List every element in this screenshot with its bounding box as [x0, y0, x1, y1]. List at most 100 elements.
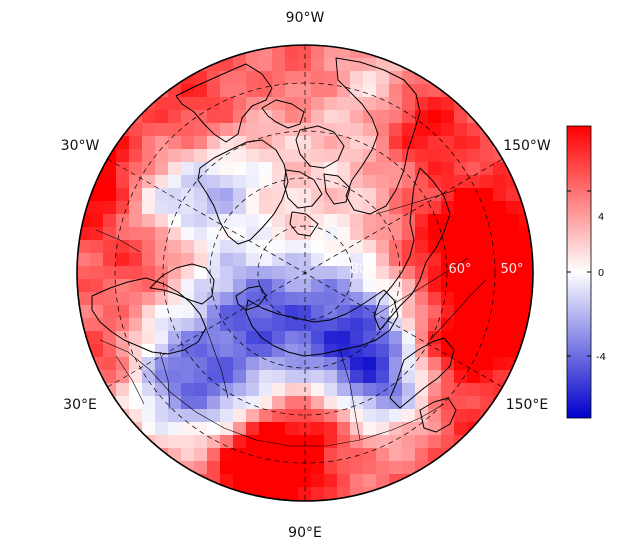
- field-cell: [259, 97, 273, 111]
- field-cell: [311, 318, 325, 332]
- field-cell: [272, 240, 286, 254]
- field-cell: [90, 331, 104, 345]
- field-cell: [181, 84, 195, 98]
- field-cell: [376, 240, 390, 254]
- field-cell: [142, 357, 156, 371]
- field-cell: [207, 214, 221, 228]
- field-cell: [311, 500, 325, 501]
- field-cell: [285, 396, 299, 410]
- field-cell: [298, 305, 312, 319]
- field-cell: [272, 162, 286, 176]
- field-cell: [454, 175, 468, 189]
- field-cell: [194, 448, 208, 462]
- field-cell: [220, 305, 234, 319]
- field-cell: [389, 58, 403, 72]
- lon-label-150w: 150°W: [503, 138, 551, 154]
- field-cell: [311, 58, 325, 72]
- field-cell: [441, 110, 455, 124]
- field-cell: [480, 240, 494, 254]
- field-cell: [454, 123, 468, 137]
- field-cell: [467, 357, 481, 371]
- field-cell: [350, 422, 364, 436]
- field-cell: [220, 123, 234, 137]
- field-cell: [467, 201, 481, 215]
- field-cell: [467, 97, 481, 111]
- field-cell: [285, 45, 299, 59]
- field-cell: [272, 474, 286, 488]
- field-cell: [389, 487, 403, 501]
- field-cell: [376, 422, 390, 436]
- field-cell: [272, 318, 286, 332]
- field-cell: [129, 344, 143, 358]
- field-cell: [194, 201, 208, 215]
- field-cell: [337, 331, 351, 345]
- field-cell: [207, 357, 221, 371]
- field-cell: [142, 305, 156, 319]
- field-cell: [311, 396, 325, 410]
- field-cell: [441, 370, 455, 384]
- field-cell: [220, 318, 234, 332]
- field-cell: [285, 253, 299, 267]
- field-cell: [428, 110, 442, 124]
- field-cell: [467, 318, 481, 332]
- field-cell: [233, 370, 247, 384]
- field-cell: [324, 383, 338, 397]
- field-cell: [350, 448, 364, 462]
- field-cell: [402, 279, 416, 293]
- field-cell: [389, 396, 403, 410]
- field-cell: [506, 305, 520, 319]
- field-cell: [376, 136, 390, 150]
- field-cell: [272, 487, 286, 501]
- field-cell: [272, 97, 286, 111]
- field-cell: [506, 188, 520, 202]
- field-cell: [272, 461, 286, 475]
- field-cell: [285, 279, 299, 293]
- field-cell: [350, 318, 364, 332]
- field-cell: [207, 175, 221, 189]
- field-cell: [298, 136, 312, 150]
- field-cell: [363, 318, 377, 332]
- field-cell: [311, 435, 325, 449]
- field-cell: [233, 227, 247, 241]
- field-cell: [207, 422, 221, 436]
- field-cell: [337, 500, 351, 501]
- field-cell: [77, 240, 91, 254]
- field-cell: [350, 396, 364, 410]
- field-cell: [324, 175, 338, 189]
- field-cell: [129, 110, 143, 124]
- field-cell: [246, 279, 260, 293]
- field-cell: [285, 370, 299, 384]
- field-cell: [402, 253, 416, 267]
- field-cell: [233, 188, 247, 202]
- field-cell: [441, 136, 455, 150]
- field-cell: [272, 45, 286, 59]
- field-cell: [246, 422, 260, 436]
- field-cell: [129, 292, 143, 306]
- north-america-coastline: [175, 63, 273, 143]
- field-cell: [402, 370, 416, 384]
- field-cell: [519, 292, 533, 306]
- field-cell: [428, 448, 442, 462]
- field-cell: [350, 136, 364, 150]
- field-cell: [415, 84, 429, 98]
- field-cell: [116, 383, 130, 397]
- field-cell: [142, 149, 156, 163]
- field-cell: [337, 422, 351, 436]
- field-cell: [402, 240, 416, 254]
- canadian-archipelago-coastline: [261, 99, 305, 129]
- field-cell: [337, 383, 351, 397]
- field-cell: [350, 162, 364, 176]
- field-cell: [441, 344, 455, 358]
- field-cell: [350, 370, 364, 384]
- field-cell: [233, 461, 247, 475]
- field-cell: [90, 279, 104, 293]
- field-cell: [207, 110, 221, 124]
- field-cell: [142, 435, 156, 449]
- field-cell: [389, 448, 403, 462]
- field-cell: [155, 110, 169, 124]
- field-cell: [363, 188, 377, 202]
- field-cell: [311, 214, 325, 228]
- field-cell: [155, 149, 169, 163]
- asia-east-coastline: [389, 337, 455, 409]
- field-cell: [259, 201, 273, 215]
